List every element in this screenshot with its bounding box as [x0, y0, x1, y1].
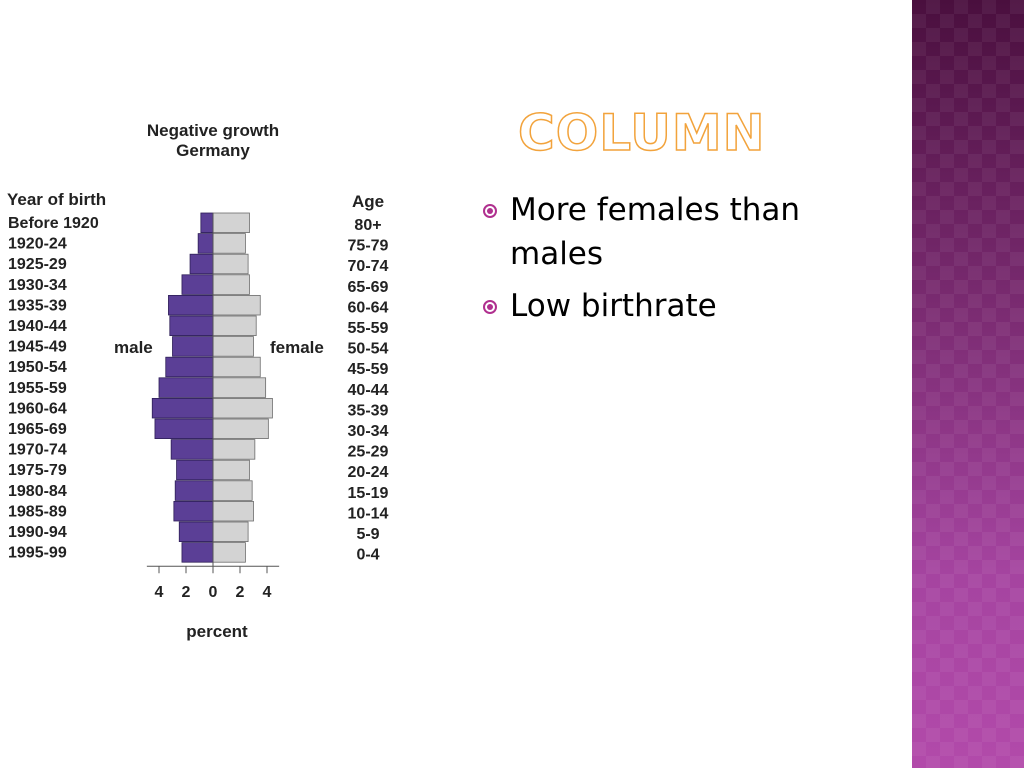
bullet-list: More females than males Low birthrate	[480, 188, 890, 336]
male-bar	[174, 480, 214, 501]
birth-year-label: 1940-44	[8, 318, 67, 335]
age-label: 20-24	[348, 464, 389, 481]
female-bar	[212, 274, 250, 295]
birth-year-label: 1960-64	[8, 400, 67, 417]
female-label: female	[270, 338, 324, 357]
birth-year-label: 1930-34	[8, 277, 67, 294]
age-label: 15-19	[348, 485, 389, 502]
female-bar	[212, 459, 250, 481]
x-tick-label: 2	[236, 584, 245, 601]
age-label: 40-44	[348, 382, 389, 399]
female-bar	[212, 397, 273, 419]
male-bar	[197, 233, 214, 254]
age-label: 60-64	[348, 299, 389, 316]
x-tick-label: 2	[182, 584, 191, 601]
birth-year-label: 1975-79	[8, 462, 67, 479]
male-label: male	[114, 338, 153, 357]
male-bar	[151, 397, 214, 419]
year-of-birth-header: Year of birth	[7, 190, 106, 209]
age-label: 35-39	[348, 402, 389, 419]
x-tick-label: 4	[155, 584, 164, 601]
female-bar	[212, 336, 254, 357]
age-label: 65-69	[348, 279, 389, 296]
birth-year-label: 1920-24	[8, 236, 67, 253]
female-bar	[212, 521, 249, 543]
age-label: 10-14	[348, 505, 389, 522]
age-label: 0-4	[356, 547, 379, 564]
birth-year-label: 1955-59	[8, 380, 67, 397]
male-bar	[172, 336, 214, 357]
age-label: 80+	[354, 217, 381, 234]
age-label: 5-9	[356, 526, 379, 543]
male-bar	[181, 274, 214, 295]
female-bar	[212, 212, 250, 234]
female-bar	[212, 294, 261, 316]
slide-title: COLUMN	[517, 103, 766, 163]
female-bar	[212, 418, 269, 440]
male-bar	[189, 253, 214, 275]
bullet-circle-icon	[483, 204, 497, 218]
birth-year-label: 1985-89	[8, 503, 67, 520]
birth-year-label: 1935-39	[8, 297, 67, 314]
male-bar	[168, 294, 214, 316]
age-label: 55-59	[348, 320, 389, 337]
female-bar	[212, 500, 254, 522]
birth-year-label: 1995-99	[8, 545, 67, 562]
age-label: 25-29	[348, 444, 389, 461]
bullet-text: Low birthrate	[510, 288, 717, 324]
male-bar	[154, 418, 214, 440]
male-bar	[158, 377, 214, 398]
bullet-circle-icon	[483, 300, 497, 314]
female-bar	[212, 315, 257, 337]
female-bar	[212, 377, 267, 398]
age-header: Age	[352, 192, 384, 211]
population-pyramid-chart: Negative growth Germany Year of birth Ag…	[7, 121, 389, 641]
decorative-side-panel	[912, 0, 1024, 768]
birth-year-label: 1980-84	[8, 483, 67, 500]
female-bar	[212, 542, 246, 563]
age-label: 70-74	[348, 258, 389, 275]
birth-year-label: 1965-69	[8, 421, 67, 438]
x-tick-label: 0	[209, 584, 218, 601]
age-label: 30-34	[348, 423, 389, 440]
x-tick-label: 4	[263, 584, 272, 601]
bullet-item: Low birthrate	[480, 284, 890, 328]
age-label: 45-59	[348, 361, 389, 378]
chart-title: Negative growth	[147, 121, 279, 140]
male-bar	[165, 356, 214, 378]
female-bar	[212, 480, 253, 501]
birth-year-label: Before 1920	[8, 215, 99, 232]
x-axis-label: percent	[186, 622, 248, 641]
age-label: 50-54	[348, 341, 389, 358]
pyramid-row-labels: Before 1920 80+ 1920-24 75-79 1925-29 70-74 19…	[8, 215, 389, 564]
male-bar	[178, 521, 214, 543]
birth-year-label: 1970-74	[8, 442, 67, 459]
x-axis: 4 2 0 2 4	[146, 213, 280, 601]
chart-subtitle: Germany	[176, 141, 250, 160]
birth-year-label: 1945-49	[8, 339, 67, 356]
age-label: 75-79	[348, 238, 389, 255]
birth-year-label: 1950-54	[8, 359, 67, 376]
male-bar	[170, 439, 214, 460]
female-bar	[212, 356, 261, 378]
male-bar	[173, 500, 214, 522]
male-bar	[169, 315, 214, 337]
birth-year-label: 1925-29	[8, 256, 67, 273]
bullet-text: More females than males	[510, 192, 801, 272]
bullet-item: More females than males	[480, 188, 890, 276]
male-bar	[200, 212, 214, 234]
female-bar	[212, 253, 249, 275]
male-bar	[176, 459, 214, 481]
female-bar	[212, 439, 256, 460]
female-bar	[212, 233, 246, 254]
pyramid-bars	[151, 212, 273, 563]
birth-year-label: 1990-94	[8, 524, 67, 541]
male-bar	[181, 542, 214, 563]
